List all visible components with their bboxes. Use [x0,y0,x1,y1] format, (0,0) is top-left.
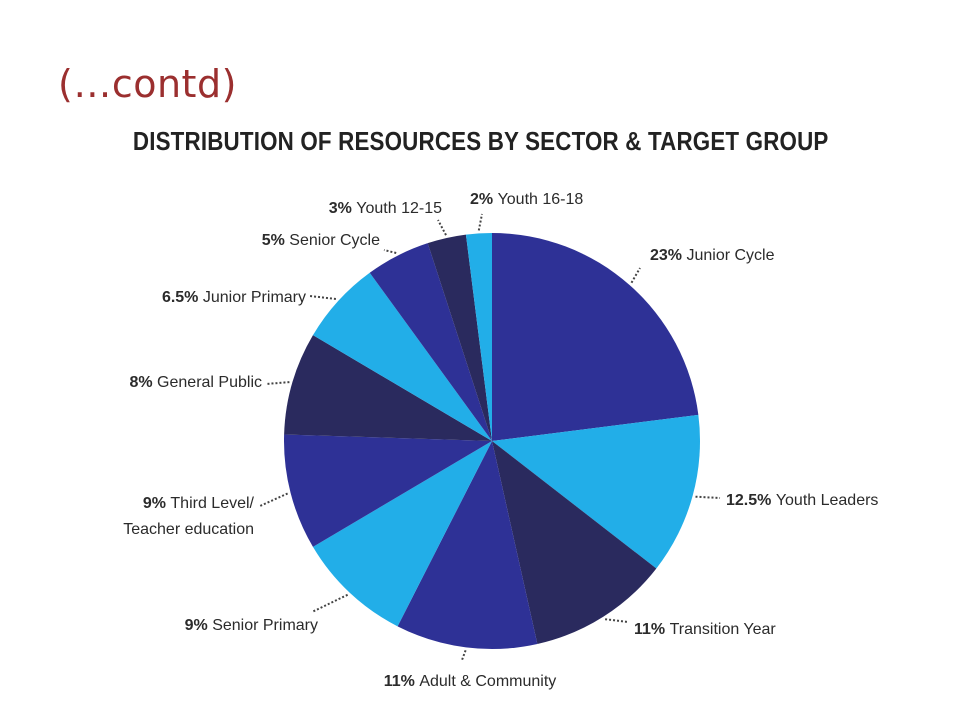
slice-label-youth-leaders: 12.5% Youth Leaders [726,492,878,509]
slice-name: Youth 12-15 [356,200,442,217]
pie-slice-youth-leaders [492,414,700,569]
leader-line-youth-12-15 [437,219,447,236]
pie-slice-junior-cycle [492,233,699,441]
slice-value: 11% [384,673,420,690]
slice-value: 12.5% [726,492,776,509]
slice-value: 6.5% [162,289,203,306]
slice-value: 2% [470,191,498,208]
leader-lines [259,213,721,661]
slice-name: Adult & Community [419,673,556,690]
slice-label-adult-community: 11% Adult & Community [384,673,557,690]
leader-line-third-level-teacher-education [259,492,289,507]
slice-label-general-public: 8% General Public [129,374,262,391]
slice-label-junior-primary: 6.5% Junior Primary [162,289,306,306]
slice-name: Teacher education [123,521,254,538]
slice-labels: 23% Junior Cycle 12.5% Youth Leaders 11% T… [123,191,878,690]
slice-label-third-level-teacher-education: 9% Third Level/Teacher education [123,495,254,538]
slice-label-transition-year: 11% Transition Year [634,621,776,638]
slice-label-youth-12-15: 3% Youth 12-15 [329,200,442,217]
slice-label-senior-primary: 9% Senior Primary [185,617,318,634]
slice-value: 23% [650,247,686,264]
pie-slice-senior-cycle [369,243,492,441]
slice-name: General Public [157,374,262,391]
leader-line-youth-16-18 [477,213,483,231]
leader-line-senior-primary [311,593,349,613]
slice-name: Youth Leaders [776,492,879,509]
chart-title: DISTRIBUTION OF RESOURCES BY SECTOR & TA… [132,126,829,156]
leader-line-senior-cycle [383,249,397,254]
pie-slice-senior-primary [312,441,492,627]
slice-name: Youth 16-18 [498,191,584,208]
slice-name: Senior Primary [212,617,318,634]
pie-slice-adult-community [397,441,538,649]
slice-name: Senior Cycle [289,232,380,249]
pie-slice-junior-primary [312,272,492,441]
slice-label-youth-16-18: 2% Youth 16-18 [470,191,583,208]
slice-value: 11% [634,621,670,638]
slice-label-senior-cycle: 5% Senior Cycle [262,232,380,249]
slice-value: 9% [185,617,213,634]
leader-line-junior-cycle [630,267,641,284]
leader-line-adult-community [461,649,467,661]
pie-slices [283,233,700,649]
pie-slice-transition-year [492,441,657,644]
slice-label-junior-cycle: 23% Junior Cycle [650,247,775,264]
slice-name: Third Level/ [170,495,254,512]
leader-line-youth-leaders [695,495,721,499]
slice-value: 5% [262,232,290,249]
leader-line-transition-year [604,618,629,623]
pie-slice-general-public [284,335,492,441]
slide-heading: (…contd) [58,62,237,106]
pie-slice-youth-16-18 [465,233,492,441]
pie-slice-youth-12-15 [427,234,492,441]
slice-name: Transition Year [670,621,777,638]
leader-line-junior-primary [309,295,337,300]
slice-value: 9% [143,495,171,512]
slice-name: Junior Cycle [686,247,774,264]
slice-value: 8% [129,374,157,391]
slice-name: Junior Primary [203,289,306,306]
leader-line-general-public [265,381,290,385]
pie-slice-third-level-teacher-education [283,434,492,547]
slice-value: 3% [329,200,357,217]
